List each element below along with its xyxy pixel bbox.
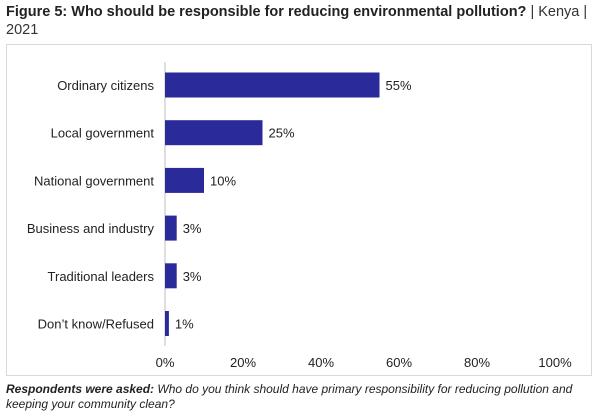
footnote-text: Who do you think should have primary res…	[6, 382, 573, 411]
x-tick-label: 60%	[386, 355, 412, 370]
category-label: Local government	[51, 126, 155, 141]
bar	[165, 120, 263, 146]
x-tick-label: 20%	[230, 355, 256, 370]
category-label: Don’t know/Refused	[38, 317, 154, 332]
data-label: 3%	[183, 221, 202, 236]
category-label: National government	[34, 173, 154, 188]
bar	[165, 167, 204, 193]
footnote-lead: Respondents were asked:	[6, 382, 155, 396]
bar	[165, 215, 177, 241]
chart-title-main: Figure 5: Who should be responsible for …	[6, 4, 527, 20]
data-label: 3%	[183, 269, 202, 284]
x-tick-label: 0%	[156, 355, 175, 370]
category-label: Traditional leaders	[48, 269, 155, 284]
bar	[165, 72, 380, 98]
x-tick-label: 100%	[538, 355, 572, 370]
category-label: Ordinary citizens	[57, 78, 154, 93]
footnote: Respondents were asked: Who do you think…	[6, 382, 596, 412]
x-tick-label: 40%	[308, 355, 334, 370]
x-tick-label: 80%	[464, 355, 490, 370]
chart-frame	[6, 44, 592, 376]
data-label: 10%	[210, 173, 236, 188]
bar	[165, 311, 169, 336]
chart-title-suffix: | Kenya | 2021	[6, 4, 588, 38]
chart-title: Figure 5: Who should be responsible for …	[6, 3, 596, 39]
data-label: 25%	[269, 126, 295, 141]
data-label: 1%	[175, 317, 194, 332]
data-label: 55%	[386, 78, 412, 93]
category-label: Business and industry	[27, 221, 155, 236]
bar	[165, 263, 177, 289]
